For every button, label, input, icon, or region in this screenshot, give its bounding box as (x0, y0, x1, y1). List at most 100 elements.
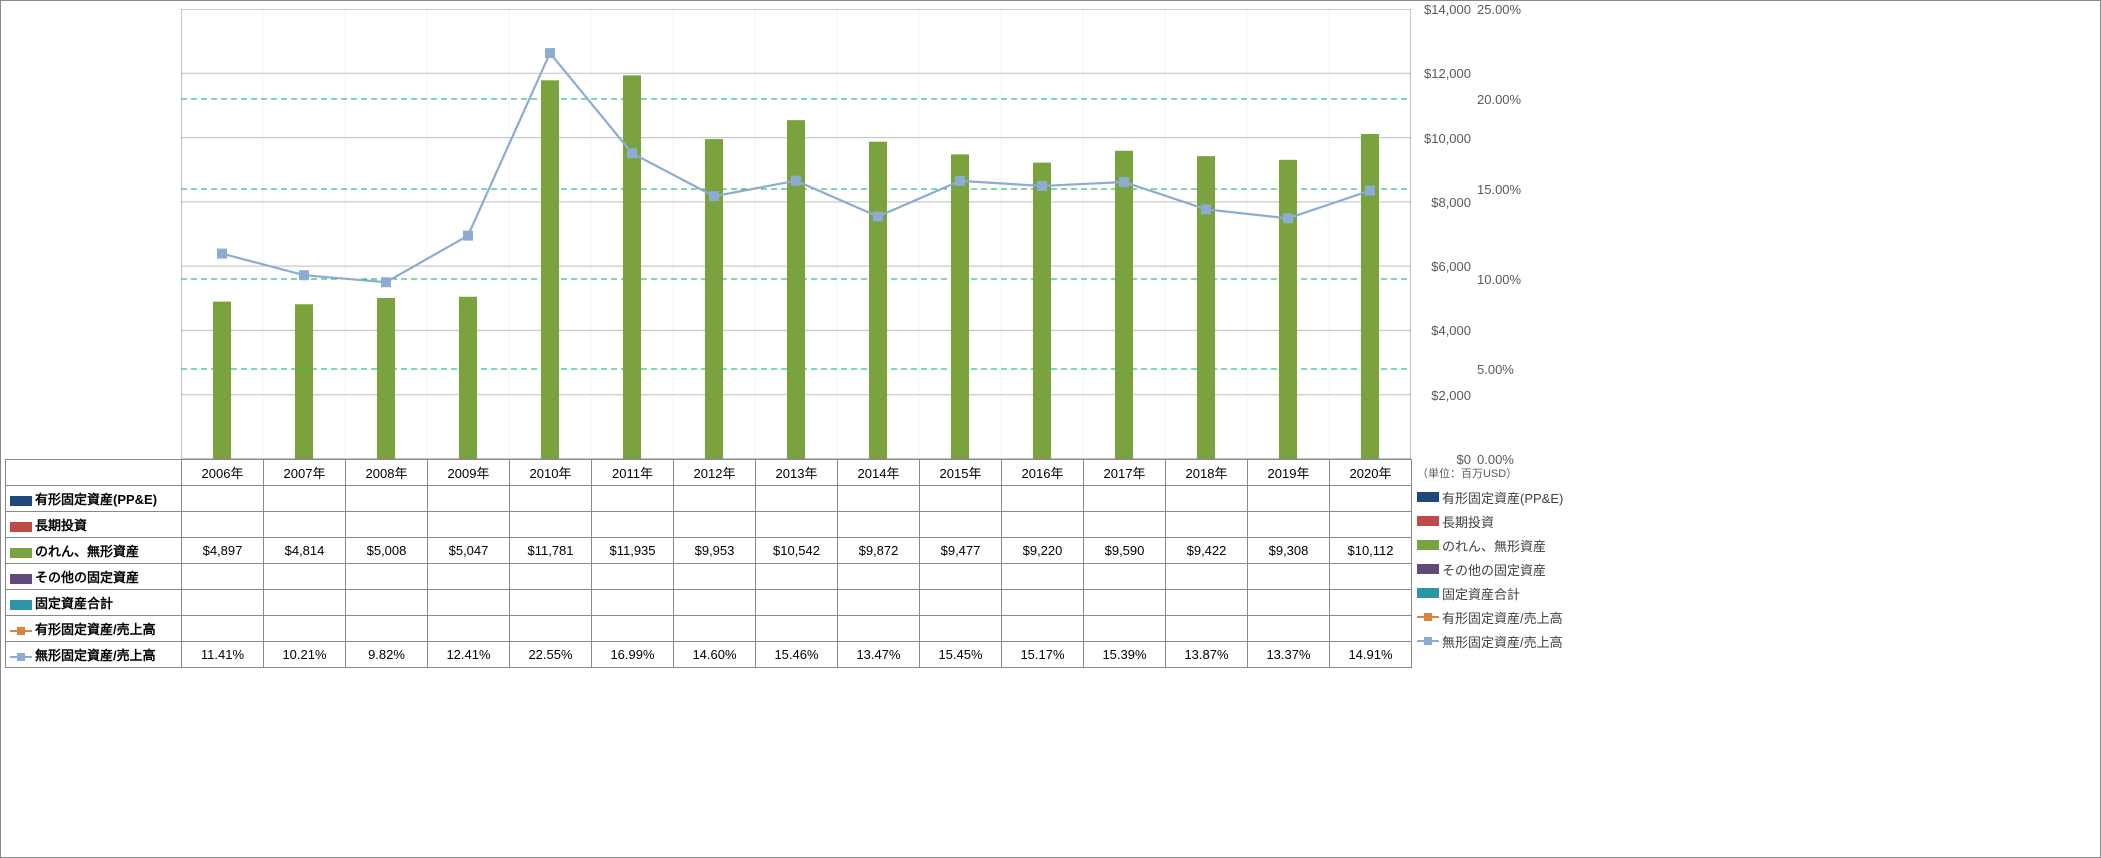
chart-container: $0$2,000$4,000$6,000$8,000$10,000$12,000… (0, 0, 2101, 858)
table-cell (1248, 486, 1330, 512)
right-legend: 有形固定資産(PP&E)長期投資のれん、無形資産その他の固定資産固定資産合計有形… (1417, 485, 1563, 653)
table-cell (346, 512, 428, 538)
table-cell (1002, 616, 1084, 642)
table-cell (182, 486, 264, 512)
table-cell (674, 486, 756, 512)
table-col-header: 2014年 (838, 460, 920, 486)
table-cell (838, 590, 920, 616)
table-col-header: 2012年 (674, 460, 756, 486)
table-cell (264, 616, 346, 642)
table-cell (592, 512, 674, 538)
table-cell (182, 512, 264, 538)
y1-tick-label: $8,000 (1431, 195, 1471, 210)
table-cell (1166, 564, 1248, 590)
legend-label: 固定資産合計 (1442, 584, 1520, 603)
table-cell: $10,542 (756, 538, 838, 564)
table-cell (1084, 486, 1166, 512)
table-cell (428, 564, 510, 590)
table-cell (920, 616, 1002, 642)
legend-label: のれん、無形資産 (1442, 536, 1546, 555)
table-cell (264, 590, 346, 616)
table-cell (674, 590, 756, 616)
table-cell (920, 590, 1002, 616)
table-cell: $11,935 (592, 538, 674, 564)
legend-label: 有形固定資産(PP&E) (1442, 488, 1563, 507)
table-cell (428, 590, 510, 616)
table-cell: 15.39% (1084, 642, 1166, 668)
legend-label: その他の固定資産 (1442, 560, 1546, 579)
table-cell (510, 590, 592, 616)
table-col-header: 2007年 (264, 460, 346, 486)
table-cell (1330, 564, 1412, 590)
y2-tick-label: 25.00% (1477, 2, 1521, 17)
table-cell: 15.46% (756, 642, 838, 668)
table-cell: 16.99% (592, 642, 674, 668)
table-cell (346, 616, 428, 642)
table-cell: 13.87% (1166, 642, 1248, 668)
table-cell (1166, 512, 1248, 538)
table-cell (346, 564, 428, 590)
table-row-header: のれん、無形資産 (6, 538, 182, 564)
data-table: 2006年2007年2008年2009年2010年2011年2012年2013年… (5, 459, 1412, 668)
table-cell: $9,220 (1002, 538, 1084, 564)
table-cell (1166, 486, 1248, 512)
table-cell (1002, 486, 1084, 512)
y2-tick-label: 20.00% (1477, 92, 1521, 107)
y1-axis-labels: $0$2,000$4,000$6,000$8,000$10,000$12,000… (1417, 1, 1471, 461)
unit-label: （単位：百万USD） (1417, 465, 1517, 481)
chart-svg (181, 9, 1411, 459)
table-cell (1248, 564, 1330, 590)
table-cell: $11,781 (510, 538, 592, 564)
row-label: 有形固定資産/売上高 (35, 622, 156, 637)
legend-item: のれん、無形資産 (1417, 533, 1563, 557)
legend-item: 長期投資 (1417, 509, 1563, 533)
table-cell: $4,897 (182, 538, 264, 564)
table-col-header: 2018年 (1166, 460, 1248, 486)
table-cell (920, 486, 1002, 512)
table-cell (1084, 564, 1166, 590)
table-row-header: 有形固定資産(PP&E) (6, 486, 182, 512)
table-col-header: 2020年 (1330, 460, 1412, 486)
table-cell: 11.41% (182, 642, 264, 668)
y1-tick-label: $10,000 (1424, 131, 1471, 146)
legend-item: 無形固定資産/売上高 (1417, 629, 1563, 653)
table-cell (182, 616, 264, 642)
y2-tick-label: 15.00% (1477, 182, 1521, 197)
table-cell (592, 616, 674, 642)
table-cell (346, 590, 428, 616)
table-cell (182, 564, 264, 590)
y1-tick-label: $6,000 (1431, 259, 1471, 274)
table-col-header: 2010年 (510, 460, 592, 486)
table-cell: $4,814 (264, 538, 346, 564)
table-cell (1330, 616, 1412, 642)
table-cell (1248, 616, 1330, 642)
table-col-header: 2015年 (920, 460, 1002, 486)
table-cell (510, 616, 592, 642)
table-row-header: その他の固定資産 (6, 564, 182, 590)
table-col-header: 2016年 (1002, 460, 1084, 486)
table-cell: $9,477 (920, 538, 1002, 564)
table-cell (428, 512, 510, 538)
table-col-header: 2008年 (346, 460, 428, 486)
table-cell (592, 486, 674, 512)
table-cell (1084, 590, 1166, 616)
table-cell (1002, 590, 1084, 616)
row-label: 有形固定資産(PP&E) (35, 492, 157, 507)
table-row-header: 無形固定資産/売上高 (6, 642, 182, 668)
table-cell (510, 486, 592, 512)
plot-area (181, 9, 1411, 459)
table-cell: $5,008 (346, 538, 428, 564)
table-col-header: 2017年 (1084, 460, 1166, 486)
table-cell (1248, 512, 1330, 538)
table-col-header: 2013年 (756, 460, 838, 486)
table-cell (1248, 590, 1330, 616)
table-cell (1166, 616, 1248, 642)
row-label: のれん、無形資産 (35, 544, 139, 559)
legend-item: 有形固定資産(PP&E) (1417, 485, 1563, 509)
table-cell: $9,590 (1084, 538, 1166, 564)
row-label: その他の固定資産 (35, 570, 139, 585)
table-cell: $9,422 (1166, 538, 1248, 564)
table-cell: 13.37% (1248, 642, 1330, 668)
table-cell (1330, 486, 1412, 512)
table-cell: 14.60% (674, 642, 756, 668)
